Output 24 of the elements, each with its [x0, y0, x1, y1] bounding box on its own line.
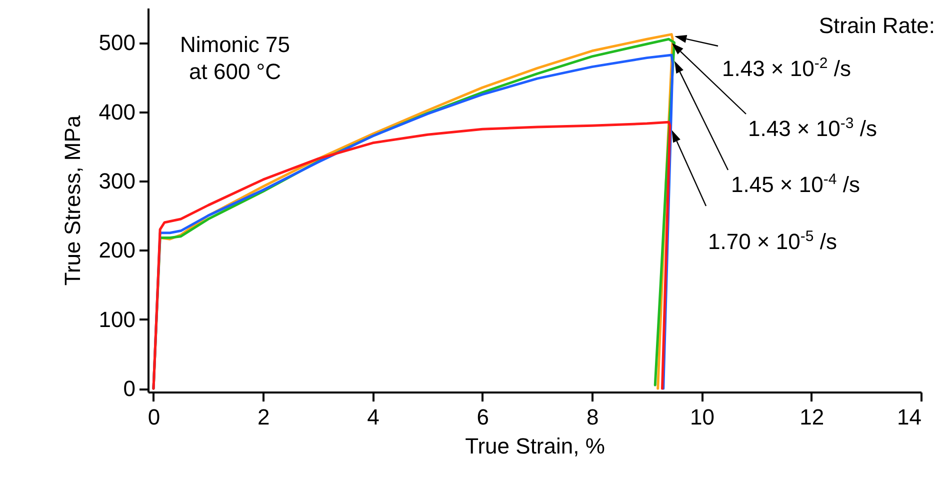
text: 1.43 × 10$^{-2}$ /s	[722, 54, 851, 81]
x-tick-label: 12	[800, 404, 824, 430]
x-tick-label: 2	[258, 404, 270, 430]
y-tick-label: 400	[98, 99, 136, 124]
y-tick-label: 500	[98, 30, 136, 56]
x-tick-label: 10	[690, 404, 714, 430]
x-axis-title: True Strain, %	[465, 434, 605, 458]
x-tick-label: 6	[476, 404, 490, 430]
y-tick-label: 100	[98, 306, 136, 332]
legend-title: Strain Rate:	[818, 13, 935, 38]
y-tick-label: 200	[98, 238, 136, 263]
x-tick-label: 14	[897, 404, 922, 430]
y-tick-label: 300	[98, 168, 136, 194]
text: 1.43 × 10$^{-3}$ /s	[748, 114, 877, 141]
x-tick-label: 4	[367, 404, 380, 430]
annotation: Nimonic 75	[180, 32, 290, 57]
y-axis-title: True Stress, MPa	[60, 114, 85, 286]
y-tick-label: 0	[123, 376, 136, 402]
x-tick-label: 8	[586, 404, 599, 430]
annotation: at 600 °C	[189, 59, 282, 84]
series-label: 1.70 × 10$^{-5}$ /s	[708, 228, 837, 254]
line-series	[152, 120, 672, 390]
x-tick-label: 0	[148, 404, 160, 430]
text: 1.45 × 10$^{-4}$ /s	[731, 170, 860, 197]
